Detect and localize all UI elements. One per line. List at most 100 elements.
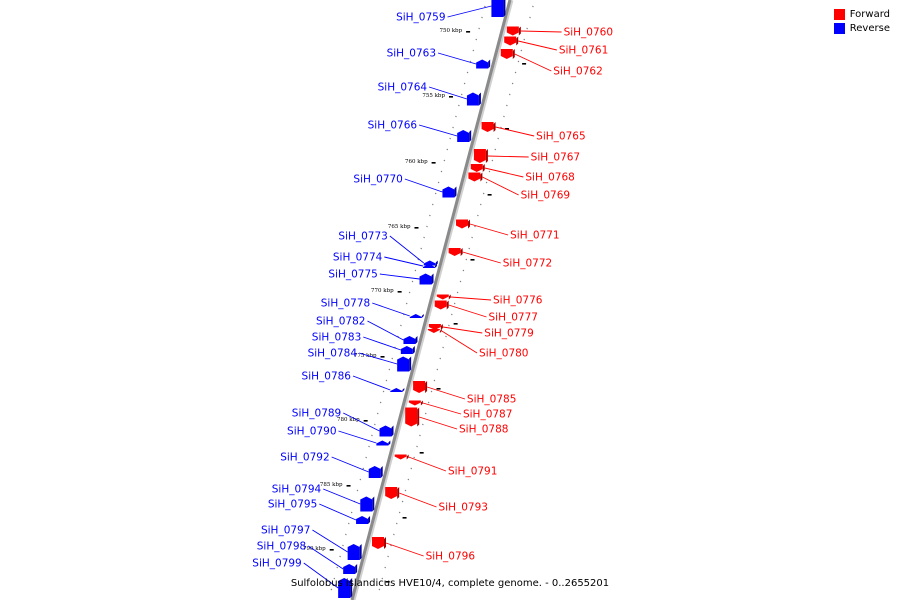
gene-feature-sih-0790[interactable] [376,440,391,446]
gene-label[interactable]: SiH_0796 [426,551,476,563]
gene-feature-sih-0777[interactable] [434,300,449,310]
gene-label[interactable]: SiH_0797 [261,525,310,537]
kbp-tick [448,96,453,98]
gene-feature-sih-0799[interactable] [338,578,353,598]
gene-feature-sih-0761[interactable] [504,36,519,46]
gene-label[interactable]: SiH_0761 [559,45,608,57]
gene-feature-sih-0791[interactable] [394,454,409,460]
gene-label[interactable]: SiH_0794 [272,484,322,496]
gene-feature-sih-0784[interactable] [397,356,412,372]
gene-label[interactable]: SiH_0775 [328,269,377,281]
kbp-tick [402,517,407,519]
gene-feature-sih-0762[interactable] [500,49,515,59]
gene-label[interactable]: SiH_0766 [368,120,418,132]
gene-leader-line [482,176,519,196]
gene-label[interactable]: SiH_0790 [287,426,336,438]
gene-feature-sih-0775[interactable] [419,273,434,285]
gene-feature-sih-0766[interactable] [457,130,472,142]
gene-feature-sih-0788[interactable] [405,407,420,427]
kbp-tick [431,162,436,164]
gene-label[interactable]: SiH_0799 [252,558,301,570]
gene-feature-sih-0760[interactable] [506,26,521,36]
gene-label[interactable]: SiH_0774 [333,252,383,264]
gene-feature-sih-0785[interactable] [413,381,428,393]
gene-label[interactable]: SiH_0780 [479,348,528,360]
gene-label[interactable]: SiH_0784 [308,348,358,360]
kbp-tick [453,323,458,325]
gene-label[interactable]: SiH_0779 [484,328,533,340]
gene-feature-sih-0778[interactable] [409,314,424,318]
gene-label[interactable]: SiH_0778 [321,298,370,310]
kbp-label: 785 kbp [320,482,343,488]
gene-label[interactable]: SiH_0770 [353,174,402,186]
gene-feature-sih-0764[interactable] [466,92,481,106]
legend-forward-label: Forward [849,9,890,20]
gene-feature-sih-0787[interactable] [408,400,423,406]
gene-label[interactable]: SiH_0760 [564,27,613,39]
gene-feature-sih-0793[interactable] [385,487,400,499]
gene-leader-line [408,456,447,472]
gene-label[interactable]: SiH_0785 [467,394,516,406]
gene-label[interactable]: SiH_0776 [493,295,543,307]
gene-feature-sih-0783[interactable] [400,346,415,354]
kbp-label: 765 kbp [388,224,411,230]
gene-feature-sih-0795[interactable] [356,516,371,524]
gene-leader-line [404,178,443,193]
strand-legend: Forward Reverse [833,9,890,37]
gene-feature-sih-0771[interactable] [456,219,471,229]
gene-label[interactable]: SiH_0798 [257,541,306,553]
gene-label[interactable]: SiH_0782 [316,316,365,328]
gene-feature-sih-0782[interactable] [403,336,418,344]
kbp-tick [329,549,334,551]
gene-feature-sih-0797[interactable] [347,544,362,560]
gene-label[interactable]: SiH_0791 [448,466,497,478]
gene-feature-sih-0798[interactable] [343,564,358,574]
gene-feature-sih-0765[interactable] [481,122,496,132]
gene-label[interactable]: SiH_0768 [525,172,574,184]
gene-feature-sih-0767[interactable] [473,149,488,163]
gene-label[interactable]: SiH_0763 [387,48,436,60]
gene-label[interactable]: SiH_0759 [396,12,445,24]
gene-label[interactable]: SiH_0771 [510,230,559,242]
gene-label[interactable]: SiH_0762 [553,66,602,78]
gene-feature-sih-0763[interactable] [476,59,491,69]
gene-feature-sih-0792[interactable] [368,466,383,478]
kbp-tick [346,485,351,487]
gene-feature-sih-0772[interactable] [448,248,463,256]
gene-feature-sih-0774[interactable] [422,264,437,268]
kbp-label: 750 kbp [439,28,462,34]
gene-leader-line [448,304,487,318]
gene-label[interactable]: SiH_0787 [463,409,512,421]
gene-feature-sih-0769[interactable] [468,172,483,182]
gene-leader-line [363,336,401,351]
gene-feature-sih-0759[interactable] [491,0,506,17]
gene-feature-sih-0773[interactable] [423,260,438,266]
gene-feature-sih-0780[interactable] [427,329,442,333]
gene-label[interactable]: SiH_0795 [268,499,317,511]
gene-label[interactable]: SiH_0767 [531,152,580,164]
gene-feature-sih-0786[interactable] [390,388,405,392]
gene-feature-sih-0796[interactable] [372,537,387,549]
gene-label[interactable]: SiH_0789 [292,408,341,420]
gene-feature-sih-0779[interactable] [428,324,443,330]
gene-label[interactable]: SiH_0788 [459,424,508,436]
gene-feature-sih-0789[interactable] [379,425,394,437]
gene-feature-sih-0768[interactable] [470,164,485,172]
gene-label[interactable]: SiH_0783 [312,332,361,344]
gene-label[interactable]: SiH_0793 [438,502,487,514]
gene-label[interactable]: SiH_0772 [503,258,552,270]
gene-feature-sih-0770[interactable] [442,186,457,198]
gene-leader-line [385,542,424,557]
gene-feature-sih-0794[interactable] [360,496,375,512]
gene-label[interactable]: SiH_0777 [489,312,538,324]
gene-label[interactable]: SiH_0792 [280,452,329,464]
gene-label[interactable]: SiH_0764 [378,82,428,94]
gene-leader-line [307,545,344,570]
kbp-tick [436,388,441,390]
gene-label[interactable]: SiH_0786 [302,371,352,383]
gene-feature-sih-0776[interactable] [436,294,451,300]
gene-label[interactable]: SiH_0773 [338,231,387,243]
gene-label[interactable]: SiH_0765 [536,131,585,143]
gene-label[interactable]: SiH_0769 [521,190,570,202]
